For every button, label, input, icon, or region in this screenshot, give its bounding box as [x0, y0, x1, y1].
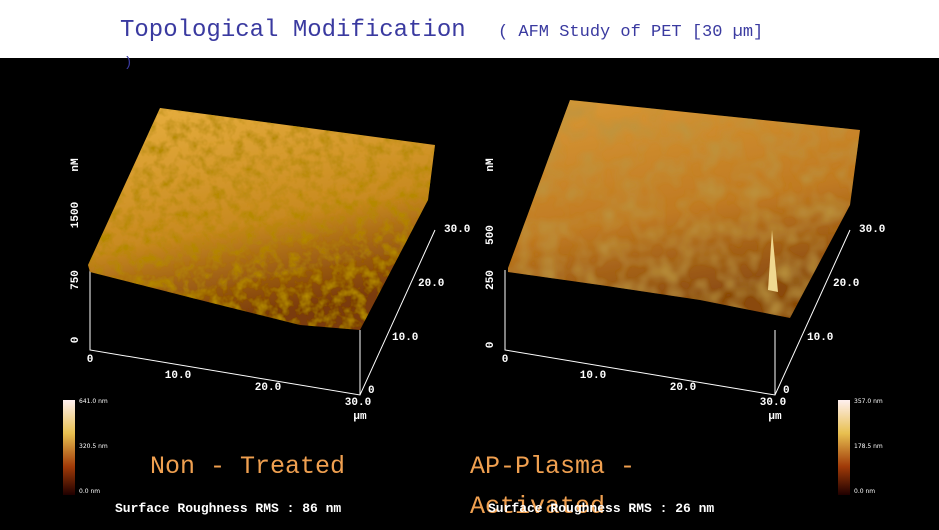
- title: Topological Modification: [120, 17, 466, 44]
- panel-label: Non - Treated: [150, 452, 345, 481]
- z-tick-label: 0: [485, 342, 497, 349]
- colorbar-label: 641.0 nm: [79, 398, 108, 405]
- y-tick-label: 30.0: [859, 224, 885, 236]
- x-tick-label: 10.0: [165, 370, 191, 382]
- z-unit: nM: [70, 158, 82, 172]
- z-tick-label: 0: [70, 337, 82, 344]
- y-tick-label: 10.0: [807, 332, 833, 344]
- panel-label: AP-Plasma -: [470, 452, 635, 481]
- z-unit: nM: [485, 158, 497, 172]
- page: Topological Modification ( AFM Study of …: [0, 0, 939, 530]
- x-tick-label: 30.0: [345, 397, 371, 409]
- subtitle-end: ): [124, 55, 132, 71]
- colorbar-label: 320.5 nm: [79, 443, 108, 450]
- x-tick-label: 10.0: [580, 370, 606, 382]
- roughness: Surface Roughness RMS : 86 nm: [115, 501, 341, 516]
- colorbar-label: 0.0 nm: [854, 488, 875, 495]
- x-tick-label: 0: [502, 354, 509, 366]
- y-tick-label: 0: [783, 385, 790, 397]
- z-tick-label: 500: [485, 225, 497, 245]
- y-tick-label: 20.0: [833, 278, 859, 290]
- roughness: Surface Roughness RMS : 26 nm: [488, 501, 714, 516]
- xy-unit: µm: [353, 411, 367, 423]
- subtitle: ( AFM Study of PET [30 µm]: [498, 23, 763, 42]
- z-tick-label: 750: [70, 270, 82, 290]
- x-tick-label: 30.0: [760, 397, 786, 409]
- colorbar-label: 178.5 nm: [854, 443, 883, 450]
- y-tick-label: 10.0: [392, 332, 418, 344]
- colorbar-label: 357.0 nm: [854, 398, 883, 405]
- colorbar-label: 0.0 nm: [79, 488, 100, 495]
- z-tick-label: 1500: [70, 202, 82, 228]
- z-tick-label: 250: [485, 270, 497, 290]
- y-tick-label: 30.0: [444, 224, 470, 236]
- xy-unit: µm: [768, 411, 782, 423]
- x-tick-label: 20.0: [670, 382, 696, 394]
- colorbar: [63, 400, 75, 495]
- y-tick-label: 20.0: [418, 278, 444, 290]
- x-tick-label: 0: [87, 354, 94, 366]
- x-tick-label: 20.0: [255, 382, 281, 394]
- slide: Topological Modification ( AFM Study of …: [0, 0, 939, 530]
- colorbar: [838, 400, 850, 495]
- y-tick-label: 0: [368, 385, 375, 397]
